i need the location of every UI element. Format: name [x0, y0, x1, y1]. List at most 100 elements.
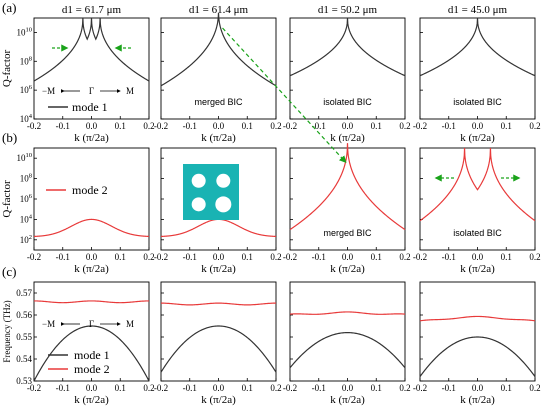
curve-mode1-2: [160, 325, 277, 373]
panel-label-c: (c): [2, 264, 16, 279]
xtick-label: -0.1: [442, 121, 456, 131]
ytick-label: 1010: [17, 26, 33, 37]
xtick-label: 0.1: [501, 383, 512, 393]
xtick-label: -0.1: [56, 121, 70, 131]
column-header: d1 = 45.0 μm: [448, 4, 508, 16]
xtick-label: 0.0: [86, 252, 98, 262]
xlabel: k (π/2a): [74, 132, 109, 144]
panel-frame-c-4: [419, 281, 536, 382]
xtick-label: -0.2: [27, 383, 41, 393]
xlabel: k (π/2a): [74, 394, 109, 406]
legend-label-mode-2: mode 2: [74, 362, 110, 376]
bic-annotation: isolated BIC: [323, 97, 372, 107]
column-header: d1 = 50.2 μm: [318, 4, 378, 16]
ytick-label: 106: [20, 193, 33, 204]
xtick-label: -0.2: [27, 252, 41, 262]
legend-label-mode-1: mode 1: [74, 348, 110, 362]
curves: [33, 12, 536, 382]
xtick-label: -0.2: [413, 121, 427, 131]
bic-transfer-arrow: [222, 27, 347, 164]
panel-label-b: (b): [2, 130, 17, 145]
xtick-label: -0.1: [442, 383, 456, 393]
ylabel-a: Q-factor: [1, 50, 13, 88]
xtick-label: 0.0: [213, 383, 225, 393]
inset-hole: [191, 173, 206, 188]
xtick-label: 0.1: [371, 383, 382, 393]
xtick-label: 0.2: [143, 383, 154, 393]
xtick-label: 0.2: [270, 383, 281, 393]
xtick-label: 0.0: [472, 383, 484, 393]
panel-frame-c-2: [160, 281, 277, 382]
panel-label-a: (a): [2, 0, 16, 15]
bic-annotation: merged BIC: [194, 97, 243, 107]
xlabel: k (π/2a): [330, 263, 365, 275]
column-header: d1 = 61.7 μm: [62, 4, 122, 16]
inset-hole: [191, 197, 206, 212]
ytick-label: 104: [20, 113, 33, 124]
xtick-label: 0.1: [371, 121, 382, 131]
xtick-label: 0.1: [242, 252, 253, 262]
xtick-label: 0.2: [270, 121, 281, 131]
xtick-label: -0.2: [283, 383, 297, 393]
xtick-label: 0.0: [472, 121, 484, 131]
xtick-label: 0.2: [399, 383, 410, 393]
xtick-label: 0.2: [529, 383, 540, 393]
curve-q-a-3: [289, 17, 406, 77]
ytick-label: 102: [20, 234, 32, 245]
xtick-label: 0.1: [501, 121, 512, 131]
xtick-label: 0.1: [371, 252, 382, 262]
xtick-label: -0.1: [312, 252, 326, 262]
xtick-label: -0.2: [154, 252, 168, 262]
ytick-label: 106: [20, 84, 33, 95]
panel-frames: [33, 17, 536, 382]
curve-mode1-4: [419, 336, 536, 377]
xtick-label: 0.0: [86, 121, 98, 131]
ytick-label: 0.53: [16, 376, 32, 386]
dir-right: M: [126, 319, 134, 329]
xtick-label: 0.2: [143, 121, 154, 131]
legend-label-mode1: mode 1: [72, 100, 108, 114]
ytick-label: 108: [20, 55, 32, 66]
xtick-label: 0.1: [115, 252, 126, 262]
xlabel: k (π/2a): [201, 263, 236, 275]
xtick-label: 0.0: [342, 252, 354, 262]
xtick-label: -0.1: [56, 252, 70, 262]
panel-frame-c-3: [289, 281, 406, 382]
xtick-label: -0.1: [183, 252, 197, 262]
ytick-label: 0.56: [16, 310, 32, 320]
ytick-label: 108: [20, 173, 32, 184]
dir-center: Γ: [89, 319, 94, 329]
xlabel: k (π/2a): [330, 132, 365, 144]
column-header: d1 = 61.4 μm: [189, 4, 249, 16]
inset-hole: [216, 173, 231, 188]
curve-q-a-2: [160, 12, 277, 87]
xtick-label: 0.0: [342, 383, 354, 393]
xtick-label: -0.1: [183, 383, 197, 393]
xtick-label: 0.1: [501, 252, 512, 262]
xlabel: k (π/2a): [201, 132, 236, 144]
ytick-label: 0.55: [16, 332, 32, 342]
dir-right: M: [126, 86, 134, 96]
xtick-label: 0.0: [86, 383, 98, 393]
ylabel-c: Frequency (THz): [2, 300, 12, 362]
xtick-label: 0.0: [342, 121, 354, 131]
ytick-label: 1010: [17, 152, 33, 163]
ylabel-b: Q-factor: [1, 180, 13, 218]
xlabel: k (π/2a): [330, 394, 365, 406]
bic-annotation: isolated BIC: [453, 228, 502, 238]
xtick-label: -0.1: [442, 252, 456, 262]
ytick-label: 104: [20, 213, 33, 224]
xtick-label: -0.2: [413, 383, 427, 393]
curve-q-b-4: [419, 147, 536, 222]
decorations: [46, 27, 521, 370]
curve-q-b-2: [160, 218, 277, 238]
xtick-label: 0.0: [472, 252, 484, 262]
xtick-label: -0.2: [27, 121, 41, 131]
xtick-label: -0.2: [154, 121, 168, 131]
xtick-label: 0.2: [529, 252, 540, 262]
dir-left: −M: [42, 319, 55, 329]
xlabel: k (π/2a): [460, 263, 495, 275]
xlabel: k (π/2a): [74, 263, 109, 275]
